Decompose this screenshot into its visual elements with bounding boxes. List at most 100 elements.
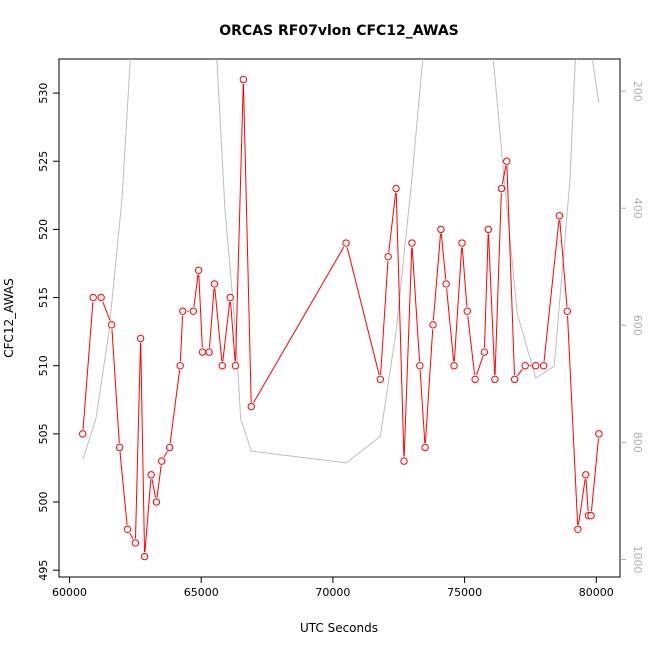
data-point bbox=[471, 375, 479, 384]
data-point bbox=[539, 362, 548, 370]
data-point bbox=[491, 375, 499, 384]
data-point bbox=[416, 362, 424, 370]
red-series-segment bbox=[467, 315, 476, 375]
y-tick-label: 500 bbox=[37, 492, 50, 513]
data-point bbox=[136, 334, 145, 343]
chart-title: ORCAS RF07vlon CFC12_AWAS bbox=[219, 23, 459, 39]
right-axis: 200 400 600 800 1000 bbox=[620, 81, 644, 573]
right-tick-label: 200 bbox=[631, 81, 644, 102]
red-series-segment bbox=[214, 288, 223, 362]
y-tick-label: 515 bbox=[37, 287, 50, 308]
red-series-segment bbox=[446, 288, 455, 362]
data-point bbox=[408, 239, 416, 247]
red-series-segment bbox=[144, 479, 152, 553]
data-point bbox=[463, 307, 471, 315]
data-point bbox=[158, 457, 166, 465]
red-series-segment bbox=[517, 368, 523, 377]
data-point bbox=[563, 307, 572, 315]
x-tick-label: 80000 bbox=[579, 586, 614, 599]
data-point bbox=[587, 511, 595, 520]
plot-frame bbox=[58, 58, 621, 578]
red-series-segment bbox=[543, 220, 560, 362]
red-series-segment bbox=[208, 288, 215, 348]
red-series-segment bbox=[151, 479, 157, 498]
x-axis-label: UTC Seconds bbox=[300, 621, 378, 635]
data-point bbox=[442, 280, 450, 288]
red-series-segment bbox=[476, 356, 484, 376]
data-point bbox=[123, 525, 132, 533]
red-series-segment bbox=[119, 451, 128, 525]
red-series-segment bbox=[346, 247, 380, 376]
red-series-segment bbox=[494, 192, 502, 375]
data-point bbox=[115, 443, 124, 452]
data-point bbox=[226, 293, 234, 302]
data-point bbox=[555, 212, 564, 220]
data-point bbox=[131, 539, 140, 547]
data-point bbox=[89, 293, 97, 302]
data-point bbox=[458, 239, 466, 247]
red-series-segment bbox=[501, 165, 507, 185]
red-series-segment bbox=[102, 301, 111, 321]
red-series-segment bbox=[432, 233, 442, 321]
red-series-segment bbox=[488, 233, 496, 375]
data-point bbox=[231, 362, 240, 370]
right-tick-label: 800 bbox=[631, 432, 644, 453]
data-point bbox=[510, 375, 519, 384]
y-axis: 495 500 505 510 515 520 525 530 bbox=[37, 83, 59, 581]
red-series-segment bbox=[242, 83, 252, 403]
red-series-segment bbox=[461, 247, 468, 307]
data-point bbox=[532, 362, 540, 370]
right-tick-label: 1000 bbox=[631, 545, 644, 573]
red-series-segment bbox=[484, 233, 489, 348]
red-series-segment bbox=[253, 246, 345, 403]
right-tick-label: 600 bbox=[631, 315, 644, 336]
red-series-segment bbox=[506, 165, 515, 375]
red-series-segment bbox=[559, 220, 568, 307]
data-point bbox=[140, 552, 149, 561]
red-series-segment bbox=[590, 438, 599, 512]
red-series-segment bbox=[129, 532, 134, 540]
data-point bbox=[400, 457, 408, 465]
data-point bbox=[503, 157, 511, 165]
red-series-segment bbox=[567, 315, 579, 525]
y-tick-label: 495 bbox=[37, 560, 50, 581]
data-point bbox=[97, 293, 105, 302]
data-point bbox=[189, 307, 198, 315]
data-point bbox=[521, 362, 529, 370]
data-point bbox=[437, 225, 445, 234]
red-series-segment bbox=[388, 192, 397, 253]
red-series-segment bbox=[179, 315, 184, 362]
data-point bbox=[574, 525, 582, 533]
y-axis-label: CFC12_AWAS bbox=[2, 278, 16, 358]
red-series-segment bbox=[440, 233, 447, 280]
red-series-segment bbox=[134, 342, 142, 539]
data-point bbox=[218, 362, 226, 370]
data-point bbox=[376, 375, 385, 384]
red-series-segment bbox=[424, 329, 434, 444]
data-point bbox=[342, 239, 350, 247]
grey-series-line bbox=[82, 59, 600, 464]
data-point bbox=[480, 348, 489, 356]
data-point bbox=[147, 471, 155, 479]
data-point bbox=[582, 471, 590, 479]
red-series-segment bbox=[578, 479, 586, 525]
y-tick-label: 510 bbox=[37, 355, 50, 376]
data-point bbox=[79, 430, 87, 438]
data-point bbox=[205, 348, 213, 356]
x-tick-label: 75000 bbox=[447, 586, 482, 599]
red-series-segment bbox=[585, 479, 589, 512]
data-point bbox=[198, 348, 207, 356]
data-point bbox=[210, 280, 219, 288]
red-series-segment bbox=[198, 274, 203, 348]
x-tick-label: 70000 bbox=[315, 586, 350, 599]
red-series-segment bbox=[419, 370, 426, 444]
x-tick-label: 65000 bbox=[184, 586, 219, 599]
red-series-segment bbox=[163, 451, 168, 458]
data-point bbox=[152, 498, 161, 506]
red-series-segment bbox=[169, 370, 181, 444]
y-tick-label: 525 bbox=[37, 151, 50, 172]
data-point bbox=[392, 184, 400, 193]
red-series-segment bbox=[111, 329, 120, 444]
data-point bbox=[107, 321, 116, 329]
